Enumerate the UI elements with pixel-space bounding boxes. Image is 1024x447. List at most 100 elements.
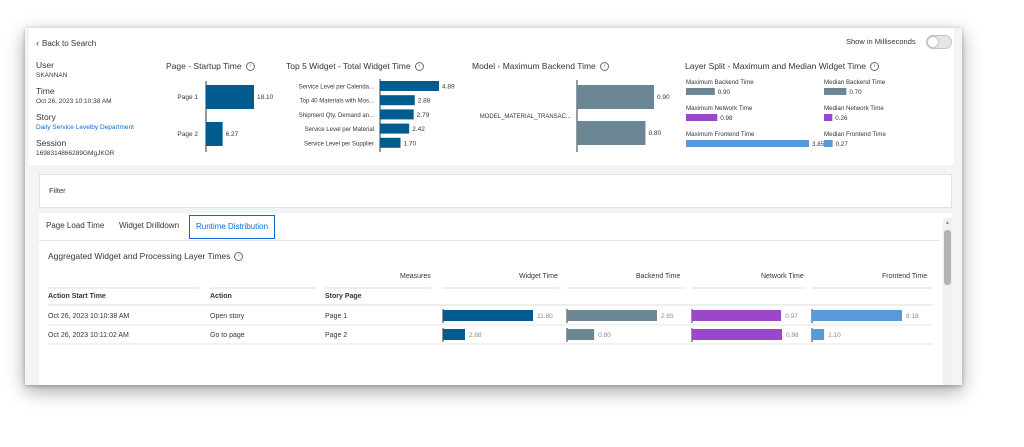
widget-bar	[380, 95, 415, 106]
layer-split-label: Maximum Frontend Time	[686, 131, 755, 138]
info-icon[interactable]: i	[414, 62, 424, 72]
widget-category-label: Service Level per Material	[305, 127, 374, 133]
layer-split-label: Maximum Backend Time	[686, 79, 754, 86]
story-label: Story	[36, 112, 56, 122]
layer-split-bar	[824, 114, 833, 121]
widget-category-label: Service Level per Calenda...	[299, 85, 375, 91]
layer-split-value-label: 0.70	[849, 89, 862, 96]
layer-split-bar	[686, 88, 715, 95]
layer-split-title: Layer Split - Maximum and Median Widget …	[685, 61, 866, 71]
col-header-network-time[interactable]: Network Time	[761, 273, 804, 280]
tab-page-load-time[interactable]: Page Load Time	[46, 221, 105, 230]
widget-category-label: Shipment Qty, Demand an...	[299, 113, 375, 119]
layer-split-bar	[686, 114, 718, 121]
info-icon[interactable]: i	[245, 62, 255, 72]
widget-value-label: 2.88	[418, 98, 431, 105]
user-label: User	[36, 60, 54, 70]
story-link[interactable]: Daily Service Levelby Department	[36, 124, 134, 131]
chevron-left-icon: ‹	[36, 38, 39, 48]
row2-start-time: Oct 26, 2023 10:11:02 AM	[48, 332, 129, 339]
backend-value-label: 2.65	[661, 313, 674, 320]
milliseconds-toggle[interactable]	[926, 35, 952, 49]
table-title-wrap: Aggregated Widget and Processing Layer T…	[48, 251, 244, 262]
back-link[interactable]: ‹ Back to Search	[36, 38, 96, 48]
col-header-frontend-time[interactable]: Frontend Time	[882, 273, 928, 280]
widget-bar	[380, 123, 410, 134]
backend-bar	[577, 85, 654, 109]
frontend-bar	[812, 329, 825, 340]
layer-split-value-label: 0.90	[718, 89, 731, 96]
header-panel: ‹ Back to Search Show in Milliseconds Use…	[29, 28, 954, 165]
startup-category-label: Page 2	[177, 131, 198, 138]
widget-bar	[443, 329, 465, 340]
widget-bar	[443, 310, 533, 321]
widget-bar	[380, 137, 401, 148]
scroll-up-icon[interactable]: ▲	[945, 220, 950, 226]
layer-split-value-label: 0.27	[836, 141, 849, 148]
info-icon[interactable]: i	[599, 62, 609, 72]
startup-value-label: 18.10	[257, 94, 274, 101]
widget-category-label: Service Level per Supplier	[304, 141, 374, 147]
layer-split-title-wrap: Layer Split - Maximum and Median Widget …	[685, 61, 879, 72]
startup-value-label: 6.27	[226, 131, 239, 138]
vertical-scrollbar[interactable]: ▲	[943, 218, 952, 385]
backend-bar	[567, 329, 595, 340]
row1-page: Page 1	[325, 313, 348, 320]
widget-category-label: Top 40 Materials with Mos...	[300, 99, 375, 105]
col-header-story-page[interactable]: Story Page	[325, 293, 362, 300]
backend-category-label: MODEL_MATERIAL_TRANSAC...	[480, 114, 572, 120]
network-bar	[692, 329, 782, 340]
row1-start-time: Oct 26, 2023 10:10:38 AM	[48, 313, 130, 320]
backend-chart-title: Model - Maximum Backend Time	[472, 61, 596, 71]
back-label: Back to Search	[42, 39, 97, 48]
tab-widget-drilldown[interactable]: Widget Drilldown	[119, 221, 180, 230]
layer-split-label: Median Frontend Time	[824, 131, 886, 138]
table-title: Aggregated Widget and Processing Layer T…	[48, 251, 231, 261]
layer-split-label: Maximum Network Time	[686, 105, 753, 112]
widget-chart-title-wrap: Top 5 Widget - Total Widget Time i	[286, 61, 424, 72]
widget-bar	[380, 109, 414, 120]
backend-value-label: 0.80	[598, 332, 611, 339]
row2-page: Page 2	[325, 332, 348, 339]
tab-runtime-distribution[interactable]: Runtime Distribution	[189, 215, 276, 239]
widget-chart-title: Top 5 Widget - Total Widget Time	[286, 61, 411, 71]
startup-chart-title: Page - Startup Time	[166, 61, 242, 71]
info-icon[interactable]: i	[869, 62, 879, 72]
network-value-label: 0.97	[785, 313, 798, 320]
widget-value-label: 2.42	[412, 126, 425, 133]
header-charts: Page 1 18.10 Page 2 6.27 Service Level per C…	[177, 79, 886, 152]
widget-value-label: 11.80	[537, 313, 553, 320]
time-label: Time	[36, 86, 55, 96]
col-header-action-start-time[interactable]: Action Start Time	[48, 293, 106, 300]
row1-action: Open story	[210, 313, 245, 320]
startup-category-label: Page 1	[177, 94, 198, 101]
scrollbar-thumb[interactable]	[944, 230, 951, 285]
widget-bar	[380, 81, 439, 91]
measures-header: Measures	[400, 273, 431, 280]
info-icon[interactable]: i	[234, 252, 244, 262]
widget-value-label: 1.70	[404, 140, 417, 147]
layer-split-value-label: 0.26	[835, 115, 848, 122]
filter-bar[interactable]: Filter	[39, 174, 952, 208]
backend-chart-title-wrap: Model - Maximum Backend Time i	[472, 61, 609, 72]
layer-split-bar	[824, 88, 847, 95]
startup-bar	[206, 122, 223, 146]
row2-action: Go to page	[210, 332, 245, 339]
network-bar	[692, 310, 782, 321]
col-header-action[interactable]: Action	[210, 293, 232, 300]
frontend-value-label: 1.10	[828, 332, 841, 339]
col-header-widget-time[interactable]: Widget Time	[519, 273, 558, 280]
layer-split-value-label: 0.98	[720, 115, 733, 122]
backend-value-label: 0.80	[648, 130, 661, 137]
startup-bar	[206, 85, 254, 109]
toggle-knob	[928, 37, 938, 47]
user-value: SKANNAN	[36, 72, 68, 79]
layer-split-label: Median Network Time	[824, 105, 884, 112]
col-header-backend-time[interactable]: Backend Time	[636, 273, 681, 280]
filter-label: Filter	[49, 186, 66, 195]
backend-bar	[577, 121, 646, 145]
app-window: ‹ Back to Search Show in Milliseconds Use…	[25, 28, 962, 385]
widget-value-label: 4.89	[442, 84, 455, 91]
table-grid: 11.80 2.65 0.97 8.18 2.88 0.80 0.98 1.10	[48, 287, 932, 345]
time-value: Oct 26, 2023 10:10:38 AM	[36, 98, 112, 105]
